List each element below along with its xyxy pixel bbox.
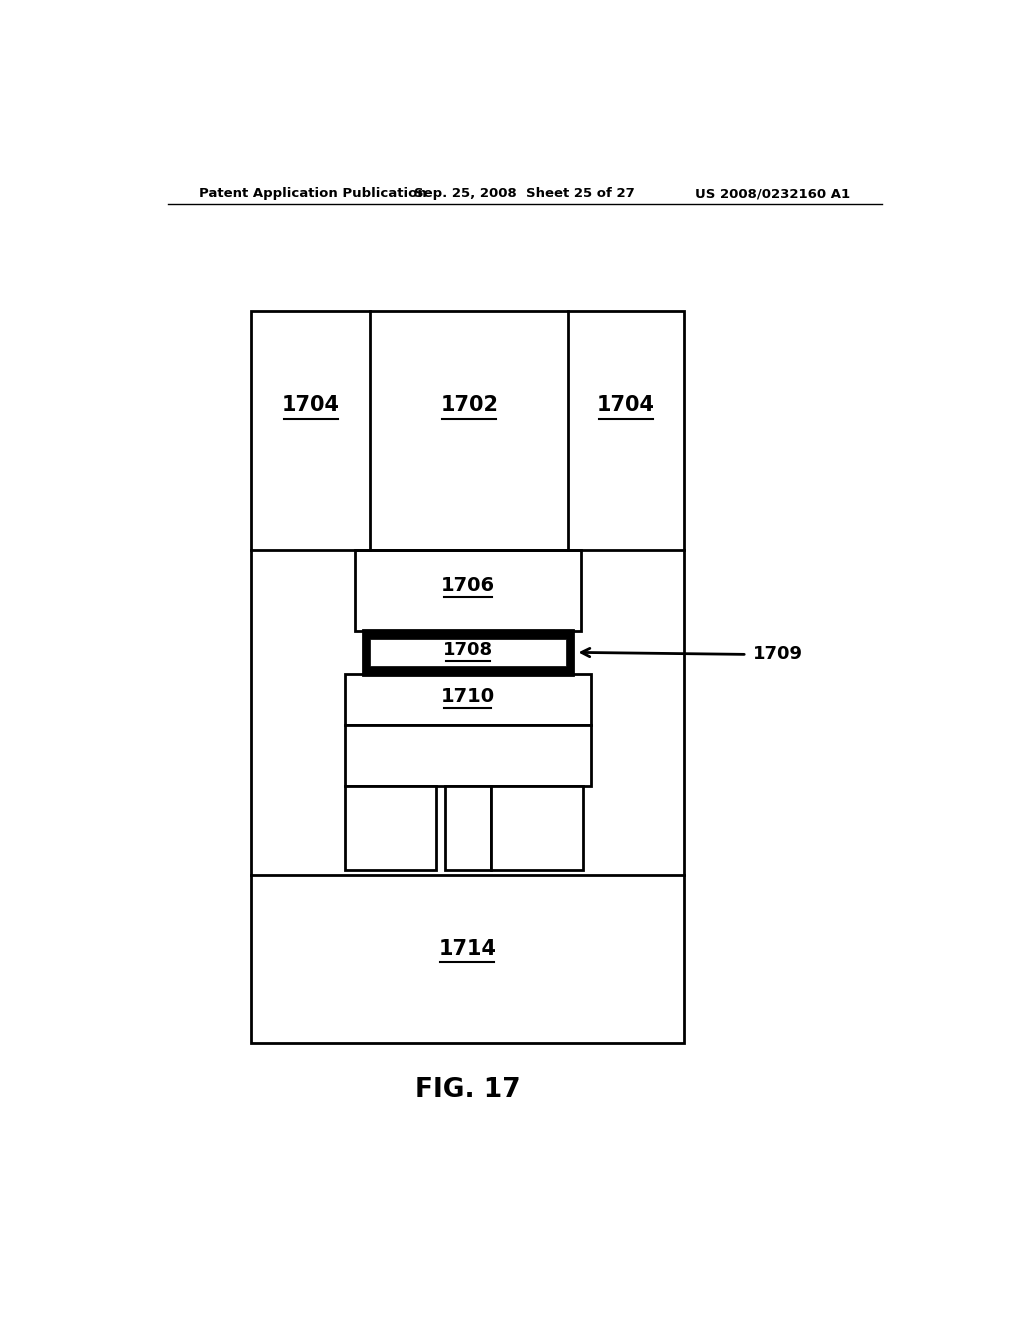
Bar [445, 785, 492, 870]
Bar [355, 549, 582, 631]
Text: US 2008/0232160 A1: US 2008/0232160 A1 [695, 187, 850, 201]
Bar [362, 630, 573, 675]
Text: 1706: 1706 [441, 576, 496, 595]
Text: 1702: 1702 [440, 396, 499, 416]
Text: 1714: 1714 [438, 939, 497, 958]
Bar [345, 673, 591, 725]
Bar [251, 312, 684, 1043]
Text: FIG. 17: FIG. 17 [415, 1077, 520, 1104]
Text: Patent Application Publication: Patent Application Publication [200, 187, 427, 201]
Text: 1704: 1704 [597, 396, 654, 416]
Bar [492, 785, 583, 870]
Bar [345, 785, 436, 870]
Text: 1709: 1709 [754, 645, 804, 664]
Bar [370, 639, 566, 665]
Text: 1708: 1708 [443, 642, 494, 659]
Text: 1710: 1710 [440, 686, 495, 706]
Bar [345, 725, 591, 785]
Text: 1704: 1704 [282, 396, 340, 416]
Text: Sep. 25, 2008  Sheet 25 of 27: Sep. 25, 2008 Sheet 25 of 27 [415, 187, 635, 201]
